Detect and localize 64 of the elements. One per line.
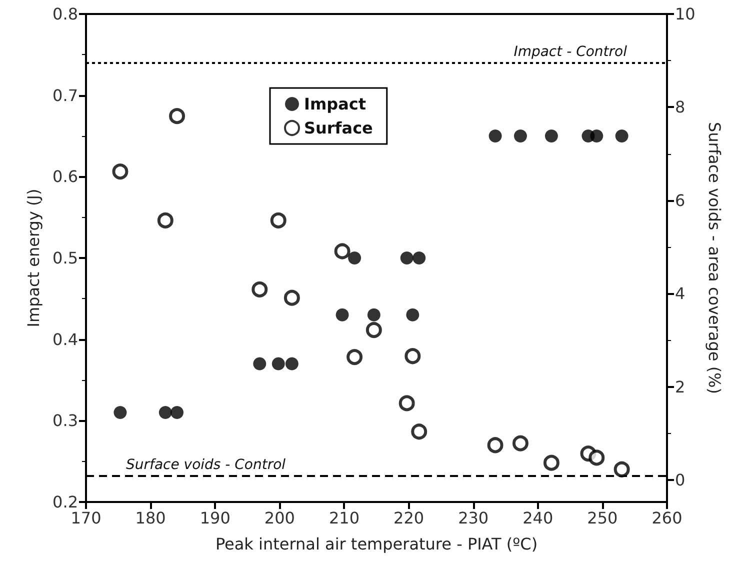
point (285, 357, 298, 370)
point (112, 164, 128, 180)
point (367, 308, 380, 322)
point (114, 406, 127, 420)
x-tick-label: 170 (70, 508, 102, 528)
point (404, 348, 421, 364)
y2-tick-label: 10 (675, 4, 696, 24)
point (514, 130, 527, 142)
y2-tick-label: 0 (675, 470, 686, 490)
point (614, 461, 630, 478)
point (170, 406, 184, 420)
x-tick-label: 180 (135, 508, 166, 528)
point (411, 424, 428, 440)
point (412, 252, 426, 264)
y2-tick-label: 4 (675, 284, 686, 304)
point (588, 450, 605, 466)
point (406, 308, 420, 322)
y-tick-label: 0.7 (52, 86, 78, 105)
y2-axis-title: Surface voids - area coverage (%) (704, 122, 724, 394)
x-tick-label: 190 (200, 508, 230, 528)
x-tick-label: 250 (587, 508, 618, 528)
point (272, 357, 285, 370)
y-axis-title: Impact energy (J) (24, 188, 44, 328)
point (543, 454, 560, 471)
x-tick-label: 220 (394, 508, 424, 528)
ref-line-label: Impact - Control (514, 44, 628, 60)
x-tick-label: 230 (458, 508, 489, 528)
point (253, 357, 266, 370)
y-tick-label: 0.5 (52, 248, 78, 268)
point (487, 437, 504, 454)
y2-tick-label: 8 (675, 98, 686, 117)
point (284, 290, 300, 306)
point (348, 252, 362, 264)
point (366, 322, 382, 338)
point (488, 130, 502, 142)
point (169, 108, 186, 124)
point (398, 395, 415, 412)
point (544, 130, 558, 142)
point (400, 252, 414, 264)
point (512, 435, 528, 452)
legend-label: Impact (304, 94, 366, 114)
y-tick-label: 0.6 (52, 167, 78, 186)
x-tick-label: 240 (522, 508, 554, 528)
ref-line-label: Surface voids - Control (126, 456, 286, 473)
point (252, 281, 268, 298)
point (346, 349, 363, 366)
point (590, 130, 604, 142)
y2-tick-label: 2 (675, 377, 686, 396)
point (158, 406, 172, 420)
x-tick-label: 260 (652, 508, 682, 528)
y-tick-label: 0.8 (52, 4, 78, 24)
y-tick-label: 0.2 (52, 492, 78, 512)
x-tick-label: 210 (328, 508, 360, 528)
y-tick-label: 0.3 (52, 411, 78, 430)
x-axis-title: Peak internal air temperature - PIAT (ºC) (215, 534, 538, 554)
point (270, 212, 286, 228)
point (334, 243, 350, 260)
x-tick-label: 200 (264, 508, 295, 528)
point (157, 212, 174, 228)
y2-tick-label: 6 (675, 190, 686, 210)
point (336, 308, 349, 322)
legend-label: Surface (304, 118, 374, 138)
point (615, 130, 628, 142)
y-tick-label: 0.4 (52, 330, 78, 349)
